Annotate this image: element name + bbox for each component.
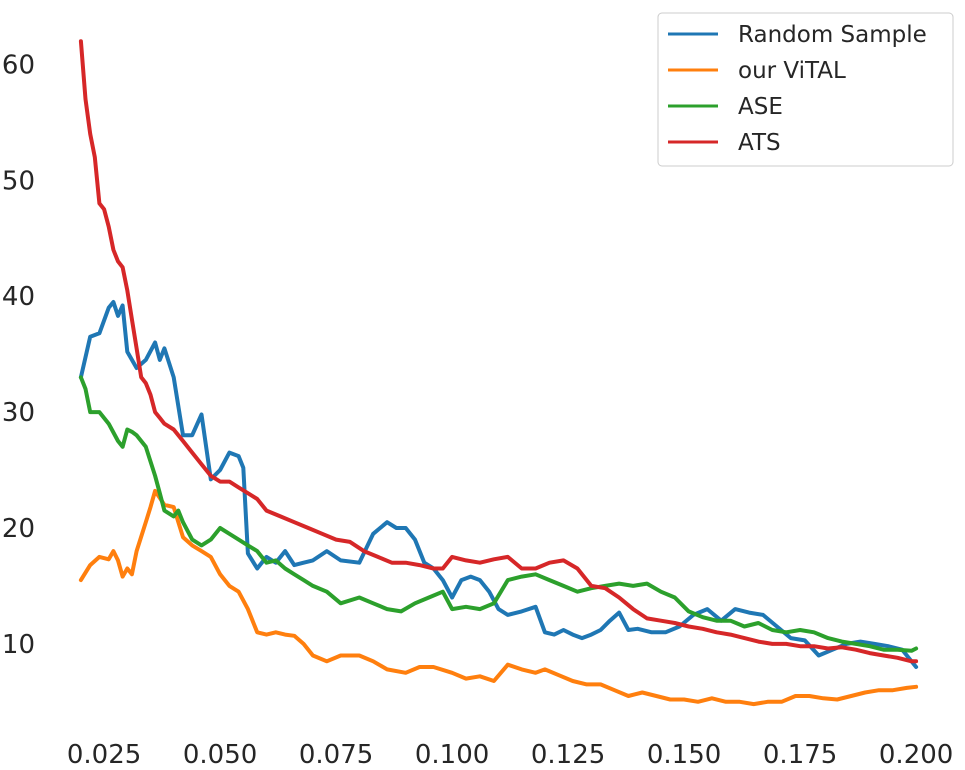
x-tick-label: 0.150: [647, 740, 721, 770]
x-tick-label: 0.025: [67, 740, 141, 770]
series-line-ase: [78, 375, 919, 653]
x-tick-label: 0.075: [299, 740, 373, 770]
series-lines: [78, 39, 919, 707]
legend-entries: Random Sample our ViTAL ASE ATS: [668, 22, 927, 156]
y-tick-label: 60: [2, 50, 35, 80]
x-tick-label: 0.175: [763, 740, 837, 770]
y-tick-label: 20: [2, 514, 35, 544]
x-tick-label: 0.125: [531, 740, 605, 770]
x-axis-tick-labels: 0.025 0.050 0.075 0.100 0.125 0.150 0.175 0.200: [67, 740, 953, 770]
y-axis-tick-labels: 10 20 30 40 50 60: [2, 50, 35, 660]
series-line-our-vital: [78, 488, 919, 707]
y-tick-label: 40: [2, 282, 35, 312]
legend-label-random-sample: Random Sample: [738, 22, 927, 48]
legend-frame: [657, 12, 954, 167]
series-line-random-sample: [78, 300, 919, 669]
y-tick-label: 50: [2, 166, 35, 196]
x-tick-label: 0.050: [183, 740, 257, 770]
legend-label-our-vital: our ViTAL: [738, 58, 846, 84]
legend-label-ats: ATS: [738, 130, 781, 156]
x-tick-label: 0.200: [879, 740, 953, 770]
y-tick-label: 30: [2, 398, 35, 428]
y-tick-label: 10: [2, 630, 35, 660]
series-line-ats: [78, 39, 919, 664]
x-tick-label: 0.100: [415, 740, 489, 770]
legend: Random Sample our ViTAL ASE ATS: [657, 12, 954, 167]
legend-label-ase: ASE: [738, 94, 783, 120]
